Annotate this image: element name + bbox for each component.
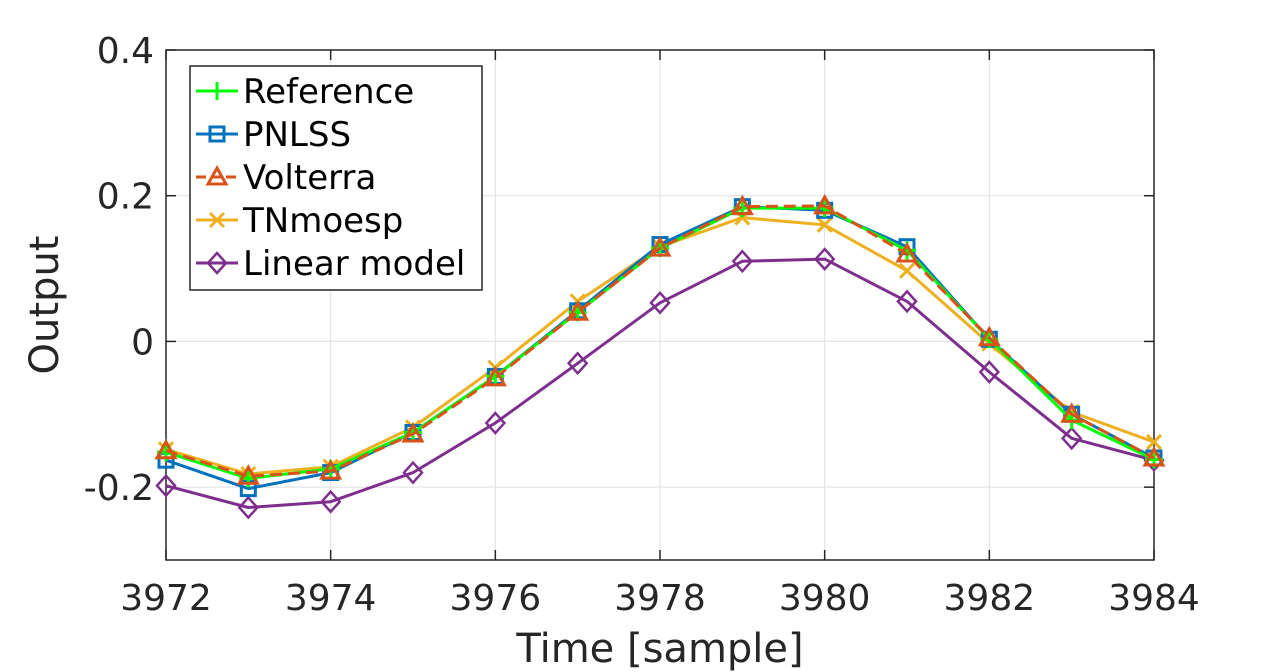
legend-entry-reference: Reference — [196, 72, 414, 112]
data-point-volterra — [236, 464, 260, 485]
data-point-linear-model — [1060, 426, 1083, 451]
series-line-volterra — [165, 204, 1155, 478]
y-tick-label: 0.4 — [97, 31, 154, 72]
data-point-linear-model — [155, 473, 177, 498]
data-point-volterra — [895, 241, 919, 263]
legend-marker-volterra — [205, 164, 229, 186]
data-point-tnmoesp — [816, 216, 833, 233]
y-tick-label: 0.2 — [97, 177, 154, 218]
x-tick-label: 3980 — [779, 578, 871, 619]
data-point-linear-model — [813, 247, 836, 271]
legend-marker-linear-model — [206, 251, 228, 275]
legend-marker-reference — [208, 82, 226, 100]
x-tick-label: 3974 — [285, 578, 377, 619]
data-point-volterra — [977, 325, 1001, 347]
legend-entry-tnmoesp: TNmoesp — [196, 201, 403, 241]
y-tick-label: -0.2 — [84, 468, 154, 509]
data-point-linear-model — [731, 249, 754, 274]
series-line-linear-model — [165, 257, 1155, 509]
series-group — [154, 193, 1166, 520]
data-point-linear-model — [896, 289, 918, 314]
legend-label-linear-model: Linear model — [243, 244, 465, 284]
x-tick-label: 3978 — [614, 578, 706, 619]
data-point-tnmoesp — [1145, 433, 1163, 451]
data-point-linear-model — [484, 411, 507, 435]
data-point-volterra — [483, 365, 507, 387]
axis-ticks: 3972 3974 3976 3978 3980 3982 3984 -0.2 0 0.2 0.4 — [84, 31, 1200, 619]
legend-entry-volterra: Volterra — [196, 158, 376, 198]
data-point-volterra — [730, 194, 754, 216]
y-tick-label: 0 — [131, 322, 154, 363]
data-point-linear-model — [237, 495, 260, 520]
legend-box — [189, 65, 483, 291]
x-tick-label: 3982 — [944, 578, 1036, 619]
data-point-volterra — [1060, 402, 1084, 423]
data-point-volterra — [813, 193, 837, 215]
x-tick-label: 3984 — [1108, 578, 1200, 619]
data-point-volterra — [566, 300, 590, 321]
data-point-volterra — [319, 459, 343, 480]
legend-label-reference: Reference — [243, 72, 414, 112]
data-point-tnmoesp — [898, 262, 916, 279]
legend-marker-tnmoesp — [208, 211, 226, 229]
legend-label-tnmoesp: TNmoesp — [242, 201, 403, 241]
legend-label-volterra: Volterra — [243, 158, 376, 198]
y-axis-label: Output — [22, 236, 68, 375]
x-axis-label: Time [sample] — [515, 626, 803, 672]
data-point-volterra — [154, 438, 178, 460]
x-tick-label: 3972 — [120, 578, 212, 619]
data-point-linear-model — [319, 489, 342, 514]
legend-entry-pnlss: PNLSS — [196, 115, 351, 155]
data-point-linear-model — [566, 351, 589, 376]
legend-label-pnlss: PNLSS — [243, 115, 351, 155]
x-tick-label: 3976 — [450, 578, 542, 619]
data-point-linear-model — [649, 290, 671, 315]
data-point-volterra — [1142, 445, 1166, 467]
legend-marker-pnlss — [208, 125, 226, 143]
series-volterra — [154, 193, 1166, 485]
data-point-volterra — [648, 236, 672, 257]
data-point-linear-model — [978, 360, 1001, 384]
data-point-linear-model — [402, 460, 424, 485]
legend-entry-linear-model: Linear model — [196, 244, 465, 284]
data-point-volterra — [401, 421, 425, 443]
